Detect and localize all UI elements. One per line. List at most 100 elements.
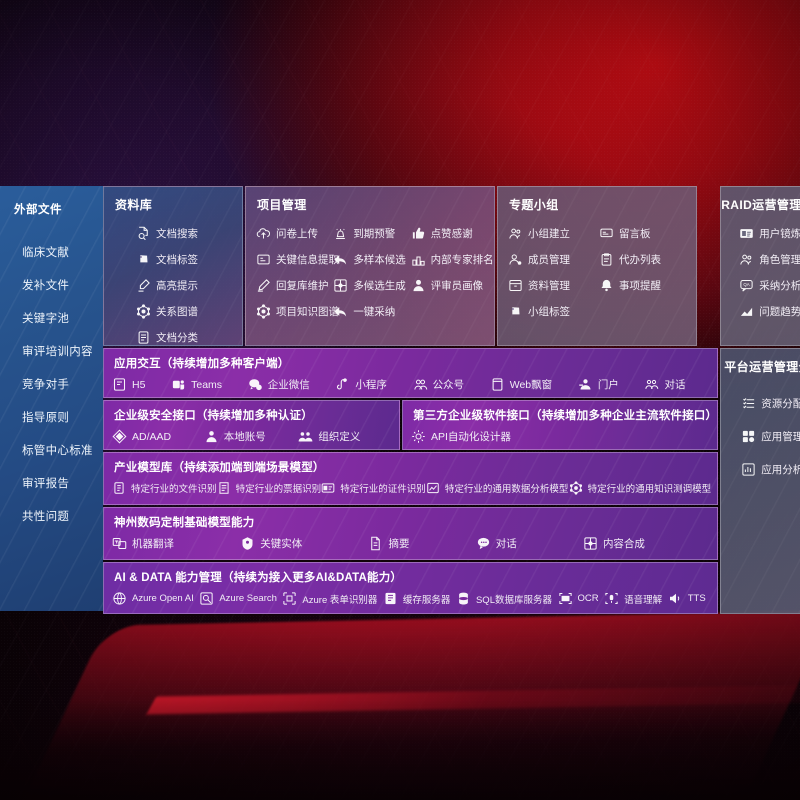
aidata-item-cache-server[interactable]: 缓存服务器 [383, 588, 456, 609]
local-account-icon [204, 429, 219, 444]
archive-icon [508, 278, 523, 293]
library-item-doc-search[interactable]: 文档搜索 [114, 220, 236, 246]
project-item-knowledge-graph[interactable]: 项目知识图谱 [256, 298, 339, 324]
platform-item-resource-allocation[interactable]: 资源分配 [725, 387, 800, 420]
sidebar-item-common-issues[interactable]: 共性问题 [22, 510, 70, 523]
project-item-label: 点赞感谢 [430, 227, 473, 240]
aidata-item-label: SQL数据库服务器 [475, 594, 552, 606]
project-item-reply-library[interactable]: 回复库维护 [256, 272, 333, 298]
wechat-work-icon [248, 377, 263, 392]
project-item-reviewer-profile[interactable]: 评审员画像 [411, 272, 488, 298]
interaction-item-h5[interactable]: H5 [112, 374, 171, 395]
platform-item-app-mgmt[interactable]: 应用管理 [725, 420, 800, 453]
aidata-item-azure-search[interactable]: Azure Search [199, 588, 282, 609]
security-item-ad[interactable]: AD/AAD [112, 426, 204, 447]
dcits-item-summary[interactable]: 摘要 [368, 533, 475, 554]
group-item-create[interactable]: 小组建立 [508, 220, 599, 246]
sidebar-item-review-training[interactable]: 审评培训内容 [22, 345, 93, 358]
sidebar-item-review-report[interactable]: 审评报告 [22, 477, 70, 490]
panel-app-interaction: 应用交互（持续增加多种客户端） H5 Teams 企业微信 [103, 348, 719, 398]
sidebar-item-guidelines[interactable]: 指导原则 [22, 411, 70, 424]
aidata-item-tts[interactable]: TTS [668, 588, 711, 609]
aidata-item-sql-db[interactable]: SQL数据库服务器 [456, 588, 558, 609]
combine-icon [333, 278, 348, 293]
interaction-item-label: 公众号 [432, 379, 465, 391]
aidata-item-label: 语音理解 [624, 594, 663, 606]
sidebar-item-competitors[interactable]: 竞争对手 [22, 378, 70, 391]
board-content: 资料库 文档搜索 文档标签 [103, 186, 800, 614]
sidebar-item-standards-center[interactable]: 标管中心标准 [22, 444, 93, 457]
interaction-item-web-float[interactable]: Web飘窗 [490, 374, 578, 395]
thirdparty-item-api-designer[interactable]: API自动化设计器 [411, 426, 711, 447]
teams-icon [171, 377, 186, 392]
raid-title: RAID运营管理分析 [721, 198, 800, 212]
platform-item-label: 资源分配 [761, 398, 800, 410]
dcits-item-machine-translation[interactable]: 机器翻译 [112, 533, 240, 554]
trend-chart-icon [739, 304, 754, 319]
aidata-item-azure-openai[interactable]: Azure Open AI [112, 588, 199, 609]
library-item-doc-category[interactable]: 文档分类 [114, 324, 236, 345]
project-item-key-info-extract[interactable]: 关键信息提取 [256, 246, 339, 272]
group-item-reminder[interactable]: 事项提醒 [599, 272, 690, 298]
project-item-expert-ranking[interactable]: 内部专家排名 [411, 246, 494, 272]
project-item-questionnaire-upload[interactable]: 问卷上传 [256, 220, 333, 246]
industry-item-file-recognition[interactable]: 特定行业的文件识别 [112, 478, 217, 498]
security-item-local-account[interactable]: 本地账号 [204, 426, 299, 447]
platform-item-app-analysis[interactable]: 应用分析 [725, 453, 800, 486]
raid-item-adoption-analysis[interactable]: QA 采纳分析 [725, 272, 800, 298]
industry-item-receipt-recognition[interactable]: 特定行业的票据识别 [217, 478, 322, 498]
receipt-recognize-icon [217, 481, 231, 495]
top-panel-row: 资料库 文档搜索 文档标签 [103, 186, 718, 346]
industry-item-id-recognition[interactable]: 特定行业的证件识别 [321, 478, 426, 498]
project-item-thanks[interactable]: 点赞感谢 [411, 220, 488, 246]
group-item-message-board[interactable]: 留言板 [599, 220, 690, 246]
group-item-member-mgmt[interactable]: 成员管理 [508, 246, 599, 272]
dcits-item-dialog[interactable]: 对话 [476, 533, 583, 554]
interaction-item-dialog[interactable]: 对话 [644, 374, 711, 395]
aidata-item-form-recognizer[interactable]: Azure 表单识别器 [282, 588, 383, 609]
interaction-item-portal[interactable]: 门户 [578, 374, 645, 395]
project-item-label: 项目知识图谱 [276, 305, 339, 318]
dcits-item-content-synthesis[interactable]: 内容合成 [583, 533, 711, 554]
library-item-doc-tag[interactable]: 文档标签 [114, 246, 236, 272]
project-item-multi-candidate[interactable]: 多候选生成 [333, 272, 410, 298]
sidebar-item-keyword-pool[interactable]: 关键字池 [22, 312, 70, 325]
dialog-icon [476, 536, 491, 551]
library-item-graph[interactable]: 关系图谱 [114, 298, 236, 324]
security-item-label: 本地账号 [223, 431, 266, 443]
project-item-expiry-alert[interactable]: 到期预警 [333, 220, 410, 246]
group-item-label: 事项提醒 [619, 279, 661, 292]
aidata-item-speech-understanding[interactable]: 语音理解 [604, 588, 668, 609]
right-panel-stack: RAID运营管理分析 用户镜炼 角色管理 QA [720, 186, 800, 614]
raid-item-user-profile[interactable]: 用户镜炼 [725, 220, 800, 246]
industry-item-data-analysis[interactable]: 特定行业的通用数据分析模型 [426, 478, 569, 498]
group-item-tag[interactable]: 小组标签 [508, 298, 599, 324]
sidebar-item-supplement-files[interactable]: 发补文件 [22, 279, 70, 292]
raid-item-issue-trend[interactable]: 问题趋势 [725, 298, 800, 324]
interaction-item-miniprogram[interactable]: 小程序 [335, 374, 412, 395]
security-item-org-define[interactable]: 组织定义 [298, 426, 393, 447]
interaction-item-wechat-work[interactable]: 企业微信 [248, 374, 336, 395]
group-item-label: 代办列表 [619, 253, 661, 266]
dcits-item-key-entity[interactable]: 关键实体 [240, 533, 368, 554]
aidata-item-ocr[interactable]: OCR [558, 588, 605, 609]
clipboard-icon [136, 330, 151, 345]
doc-search-icon [136, 226, 151, 241]
project-item-one-click-adopt[interactable]: 一键采纳 [333, 298, 410, 324]
dcits-item-label: 机器翻译 [132, 538, 174, 550]
extract-icon [256, 252, 271, 267]
sidebar-item-clinical-literature[interactable]: 临床文献 [22, 246, 70, 259]
interaction-item-teams[interactable]: Teams [171, 374, 248, 395]
group-item-data-mgmt[interactable]: 资料管理 [508, 272, 599, 298]
group-item-todo-list[interactable]: 代办列表 [599, 246, 690, 272]
project-item-multi-sample[interactable]: 多样本候选 [333, 246, 410, 272]
dcits-item-label: 对话 [495, 538, 517, 550]
group-item-label: 资料管理 [528, 279, 570, 292]
library-item-highlight[interactable]: 高亮提示 [114, 272, 236, 298]
industry-item-label: 特定行业的通用数据分析模型 [444, 484, 569, 495]
industry-item-knowledge-model[interactable]: 特定行业的通用知识测调模型 [569, 478, 712, 498]
tag-icon [508, 304, 523, 319]
industry-item-label: 特定行业的票据识别 [235, 484, 322, 495]
interaction-item-official-account[interactable]: 公众号 [413, 374, 490, 395]
raid-item-role-mgmt[interactable]: 角色管理 [725, 246, 800, 272]
